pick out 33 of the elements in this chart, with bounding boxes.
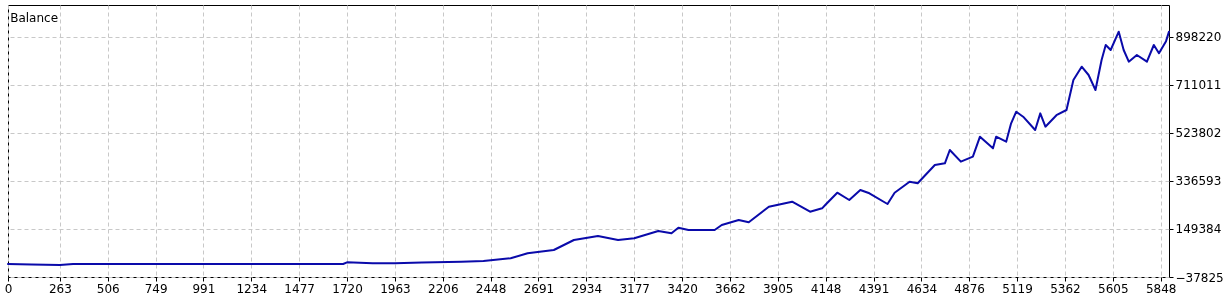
x-tick-label: 3905 <box>762 281 794 296</box>
x-tick-label: 749 <box>144 281 168 296</box>
x-tick-label: 506 <box>96 281 120 296</box>
x-tick-label: 1477 <box>284 281 315 296</box>
x-tick-label: 3662 <box>715 281 746 296</box>
x-tick-label: 3420 <box>667 281 698 296</box>
x-tick-label: 4391 <box>858 281 890 296</box>
x-tick-label: 2448 <box>475 281 507 296</box>
x-tick-label: 263 <box>48 281 72 296</box>
line-series <box>7 30 1170 266</box>
x-tick-label: 1234 <box>236 281 268 296</box>
x-tick-label: 1963 <box>380 281 411 296</box>
x-tick-label: 991 <box>192 281 216 296</box>
y-tick-label: 336593 <box>1175 174 1222 189</box>
x-tick-label: 1720 <box>332 281 363 296</box>
x-tick-label: 5605 <box>1098 281 1129 296</box>
x-tick-label: 4148 <box>810 281 842 296</box>
x-tick-label: 5848 <box>1145 281 1177 296</box>
y-tick-label: 711011 <box>1175 78 1222 93</box>
x-tick-label: 2206 <box>428 281 459 296</box>
x-tick-label: 2934 <box>571 281 603 296</box>
y-tick-label: 523802 <box>1175 126 1222 141</box>
y-tick-label: 898220 <box>1175 30 1222 45</box>
x-tick-label: 3177 <box>619 281 650 296</box>
x-tick-label: 0 <box>4 281 13 296</box>
x-tick-label: 4876 <box>954 281 985 296</box>
x-tick-label: 4634 <box>906 281 938 296</box>
y-tick-label: −37825 <box>1175 270 1224 285</box>
y-tick-label: 149384 <box>1175 222 1222 237</box>
x-tick-label: 5362 <box>1050 281 1081 296</box>
x-tick-label: 5119 <box>1002 281 1033 296</box>
x-tick-label: 2691 <box>523 281 555 296</box>
text: Balance <box>10 11 59 25</box>
